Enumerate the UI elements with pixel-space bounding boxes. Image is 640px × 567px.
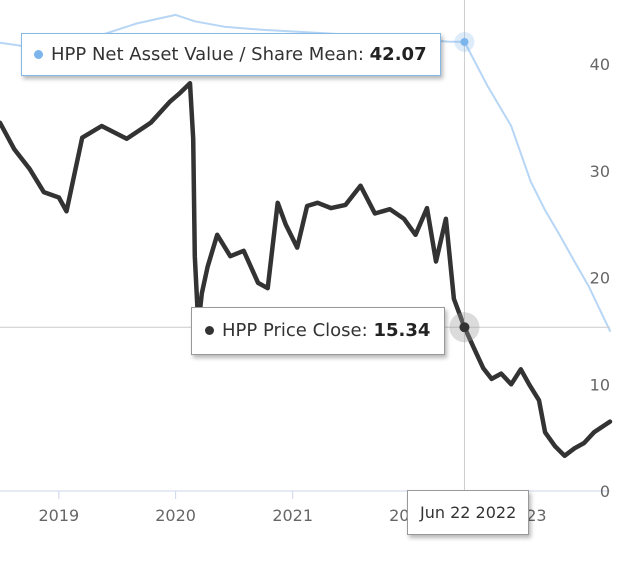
price-hover-point: [459, 322, 470, 333]
y-tick-label: 20: [590, 269, 610, 288]
x-tick-label: 2021: [272, 506, 313, 525]
price-tooltip: HPP Price Close: 15.34: [191, 307, 446, 355]
date-tooltip: Jun 22 2022: [407, 490, 530, 535]
y-tick-label: 10: [590, 375, 610, 394]
series-group: [0, 13, 613, 459]
x-tick-label: 2019: [38, 506, 79, 525]
price-series-dot-icon: [205, 325, 214, 335]
tick-labels-group: 20192020202120222023010203040: [38, 55, 610, 525]
nav-series-dot-icon: [34, 49, 43, 59]
nav-hover-point: [460, 37, 469, 46]
nav-tooltip: HPP Net Asset Value / Share Mean: 42.07: [21, 33, 441, 76]
y-tick-label: 30: [590, 162, 610, 181]
date-tooltip-label: Jun 22 2022: [420, 503, 517, 522]
price-close-line: [0, 81, 613, 459]
nav-tooltip-label: HPP Net Asset Value / Share Mean:: [51, 44, 364, 65]
nav-tooltip-value: 42.07: [369, 44, 427, 65]
price-tooltip-value: 15.34: [373, 320, 431, 341]
y-tick-label: 0: [600, 482, 610, 501]
y-tick-label: 40: [590, 55, 610, 74]
x-tick-label: 2020: [155, 506, 196, 525]
price-tooltip-label: HPP Price Close:: [222, 320, 368, 341]
